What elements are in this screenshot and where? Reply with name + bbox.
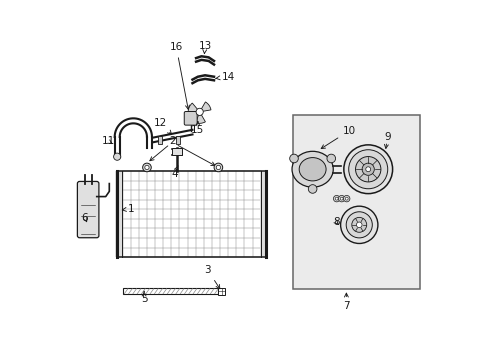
Circle shape <box>340 197 343 200</box>
Circle shape <box>289 154 298 163</box>
Wedge shape <box>188 103 199 112</box>
Circle shape <box>345 197 347 200</box>
Bar <box>218 288 225 295</box>
Text: 10: 10 <box>321 126 355 149</box>
Circle shape <box>355 157 380 182</box>
Text: 12: 12 <box>153 118 171 134</box>
Text: 15: 15 <box>191 122 204 135</box>
Circle shape <box>348 150 387 189</box>
Circle shape <box>326 154 335 163</box>
Circle shape <box>196 108 203 116</box>
Circle shape <box>333 195 339 202</box>
Wedge shape <box>199 102 210 112</box>
Text: 1: 1 <box>122 204 135 214</box>
Text: 4: 4 <box>171 166 178 179</box>
Text: 3: 3 <box>204 265 220 289</box>
Text: 16: 16 <box>169 42 189 109</box>
Circle shape <box>142 163 151 172</box>
Bar <box>292 116 419 289</box>
Circle shape <box>308 185 316 193</box>
Text: 9: 9 <box>384 132 390 142</box>
Text: 6: 6 <box>81 213 88 222</box>
Circle shape <box>340 206 377 243</box>
Bar <box>122 288 217 294</box>
Circle shape <box>356 222 361 228</box>
Circle shape <box>144 165 149 170</box>
Ellipse shape <box>291 151 333 187</box>
Bar <box>176 136 179 144</box>
Circle shape <box>214 163 222 172</box>
Text: 2: 2 <box>169 136 176 146</box>
Text: 13: 13 <box>198 41 211 54</box>
Text: 5: 5 <box>141 291 147 304</box>
Bar <box>171 148 182 155</box>
Circle shape <box>346 212 371 238</box>
Circle shape <box>343 195 349 202</box>
Circle shape <box>216 165 220 170</box>
Text: 7: 7 <box>343 301 349 311</box>
Text: 8: 8 <box>332 217 339 227</box>
Ellipse shape <box>299 158 325 181</box>
Bar <box>158 136 162 144</box>
Wedge shape <box>195 112 205 123</box>
Circle shape <box>343 145 392 194</box>
Circle shape <box>365 167 370 172</box>
Circle shape <box>362 163 373 175</box>
Circle shape <box>335 197 337 200</box>
Circle shape <box>113 153 121 160</box>
Text: 11: 11 <box>102 136 115 146</box>
FancyBboxPatch shape <box>184 112 197 125</box>
Bar <box>122 171 260 257</box>
FancyBboxPatch shape <box>77 181 99 238</box>
Circle shape <box>338 195 344 202</box>
Text: 14: 14 <box>216 72 235 82</box>
Bar <box>117 171 265 257</box>
Circle shape <box>351 217 366 232</box>
